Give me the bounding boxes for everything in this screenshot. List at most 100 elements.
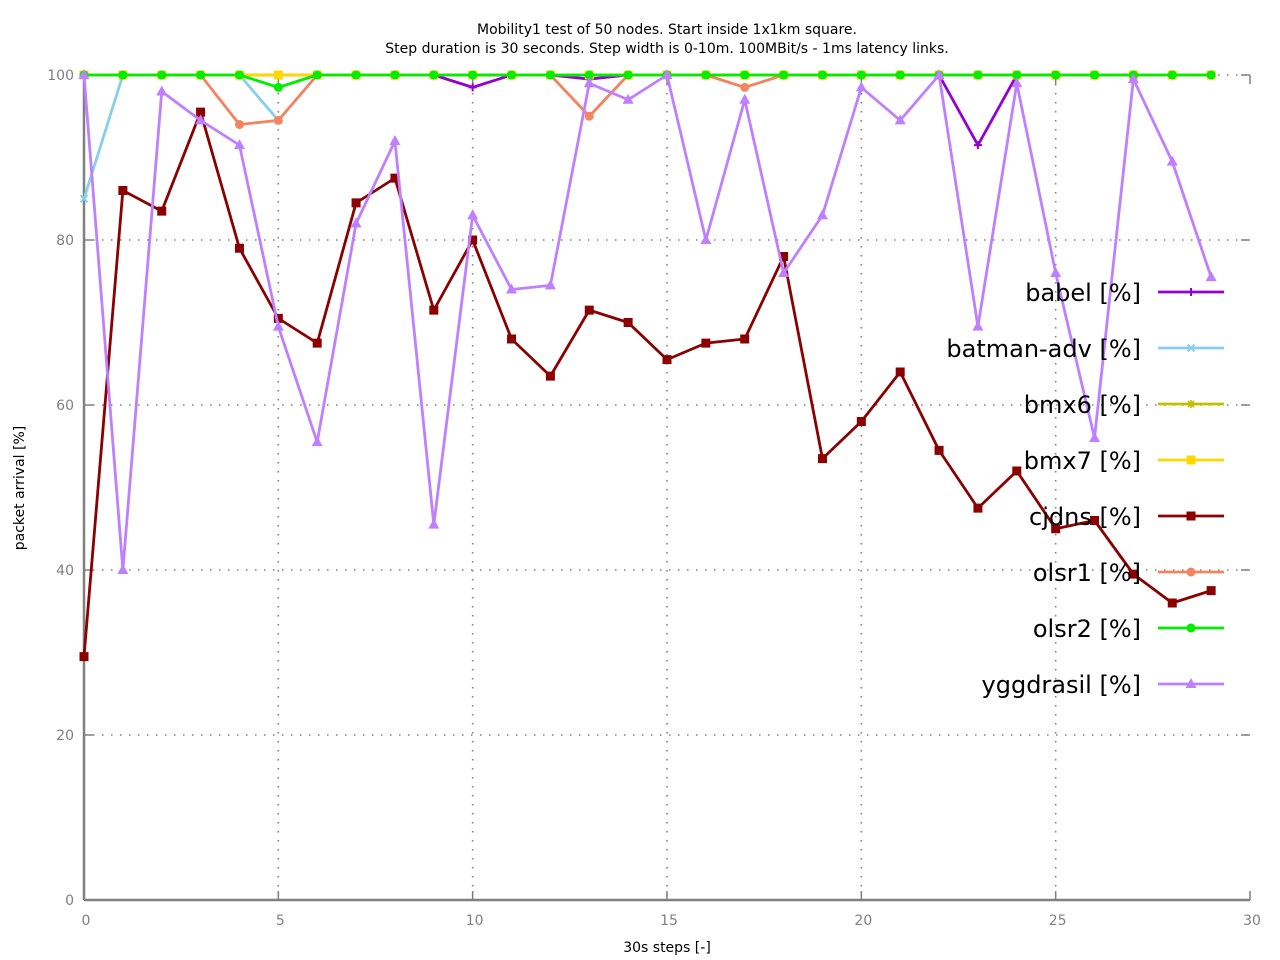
y-tick-label: 100 <box>47 68 74 84</box>
data-point-cjdns <box>1128 569 1138 579</box>
data-point-cjdns <box>584 305 594 315</box>
legend-entry-babel: babel [%] <box>1025 279 1224 307</box>
data-point-cjdns <box>973 503 983 513</box>
data-point-yggdrasil <box>1050 267 1062 277</box>
y-tick-label: 20 <box>56 728 74 744</box>
x-tick-label: 20 <box>854 913 872 929</box>
legend-label: yggdrasil [%] <box>982 671 1141 699</box>
series-cjdns <box>79 107 1216 662</box>
data-point-cjdns <box>662 355 672 365</box>
series-line-olsr1 <box>84 73 1212 126</box>
data-point-yggdrasil <box>855 81 867 92</box>
data-point-olsr2 <box>856 70 866 80</box>
data-point-olsr1 <box>584 111 594 121</box>
data-point-cjdns <box>1206 586 1216 596</box>
data-point-yggdrasil <box>117 564 129 574</box>
series-batman-adv <box>79 70 1216 203</box>
data-point-cjdns <box>312 338 322 348</box>
legend-entry-yggdrasil: yggdrasil [%] <box>982 671 1224 699</box>
data-point-olsr2 <box>1051 70 1061 80</box>
data-point-yggdrasil <box>506 283 518 294</box>
data-point-olsr1 <box>273 115 283 125</box>
legend-label: cjdns [%] <box>1029 503 1141 531</box>
series-line-cjdns <box>82 110 1212 657</box>
series-line-batman-adv <box>82 73 1212 200</box>
y-tick-label: 80 <box>56 233 74 249</box>
data-point-yggdrasil <box>739 93 751 104</box>
data-point-olsr2 <box>468 70 478 80</box>
data-point-yggdrasil <box>544 279 556 290</box>
legend-label: batman-adv [%] <box>946 335 1141 363</box>
data-point-olsr2 <box>545 70 555 80</box>
data-point-olsr2 <box>740 70 750 80</box>
x-tick-label: 5 <box>276 913 285 929</box>
data-point-cjdns <box>934 445 944 455</box>
data-point-cjdns <box>1012 466 1022 476</box>
legend-label: babel [%] <box>1025 279 1141 307</box>
data-point-yggdrasil <box>1089 432 1101 442</box>
data-point-yggdrasil <box>233 139 245 150</box>
legend-entry-olsr2: olsr2 [%] <box>1033 615 1224 643</box>
data-point-olsr2 <box>429 70 439 80</box>
data-point-cjdns <box>545 371 555 381</box>
y-tick-label: 40 <box>56 563 74 579</box>
data-point-cjdns <box>779 252 789 261</box>
y-axis-label: packet arrival [%] <box>12 426 28 551</box>
data-point-cjdns <box>623 318 633 327</box>
data-point-olsr2 <box>390 70 400 80</box>
data-point-cjdns <box>1051 524 1061 534</box>
data-point-cjdns <box>701 338 711 348</box>
data-point-cjdns <box>273 313 283 323</box>
data-point-yggdrasil <box>1127 73 1139 84</box>
data-point-yggdrasil <box>700 234 712 244</box>
data-point-bmx7 <box>273 70 283 80</box>
data-point-olsr2 <box>1012 70 1022 80</box>
legend-label: olsr2 [%] <box>1033 615 1141 643</box>
series-line-babel <box>84 73 1212 147</box>
y-tick-label: 0 <box>65 893 74 909</box>
data-point-cjdns <box>740 334 750 344</box>
data-point-olsr2 <box>118 70 128 80</box>
data-point-olsr2 <box>507 70 517 80</box>
data-point-olsr1 <box>234 120 244 129</box>
data-point-cjdns <box>429 305 439 315</box>
data-point-yggdrasil <box>894 114 906 125</box>
data-point-cjdns <box>390 173 400 183</box>
series-yggdrasil <box>78 69 1217 574</box>
data-point-olsr2 <box>273 82 283 92</box>
data-point-cjdns <box>856 417 866 426</box>
data-point-cjdns <box>1090 516 1100 525</box>
legend: babel [%] batman-adv [%] bmx6 [%] bmx7 [%] c… <box>946 279 1224 699</box>
data-point-cjdns <box>157 206 167 216</box>
data-point-olsr2 <box>817 70 827 80</box>
data-point-olsr2 <box>973 70 983 80</box>
data-point-yggdrasil <box>661 69 673 79</box>
data-point-cjdns <box>118 186 128 195</box>
legend-marker <box>1186 511 1196 521</box>
data-point-yggdrasil <box>428 518 440 529</box>
data-point-olsr2 <box>196 70 206 80</box>
legend-marker <box>1187 400 1195 408</box>
data-point-olsr2 <box>312 70 322 80</box>
data-point-yggdrasil <box>195 114 207 125</box>
data-point-cjdns <box>1167 598 1177 608</box>
series-line-olsr2 <box>84 73 1212 89</box>
axes <box>82 74 1251 902</box>
data-point-yggdrasil <box>1166 155 1178 166</box>
data-point-yggdrasil <box>389 135 401 145</box>
data-point-yggdrasil <box>272 320 284 331</box>
data-point-babel <box>468 83 477 92</box>
data-point-olsr2 <box>157 70 167 80</box>
legend-entry-bmx7: bmx7 [%] <box>1024 447 1224 475</box>
data-point-olsr2 <box>701 70 711 80</box>
x-tick-label: 30 <box>1243 913 1261 929</box>
data-point-cjdns <box>507 334 517 344</box>
legend-entry-olsr1: olsr1 [%] <box>1033 559 1224 587</box>
series-babel <box>80 71 1216 150</box>
data-point-babel <box>973 141 982 150</box>
data-point-cjdns <box>895 367 905 377</box>
data-point-yggdrasil <box>467 209 479 220</box>
data-point-olsr2 <box>1090 70 1100 80</box>
x-tick-label: 25 <box>1049 913 1067 929</box>
